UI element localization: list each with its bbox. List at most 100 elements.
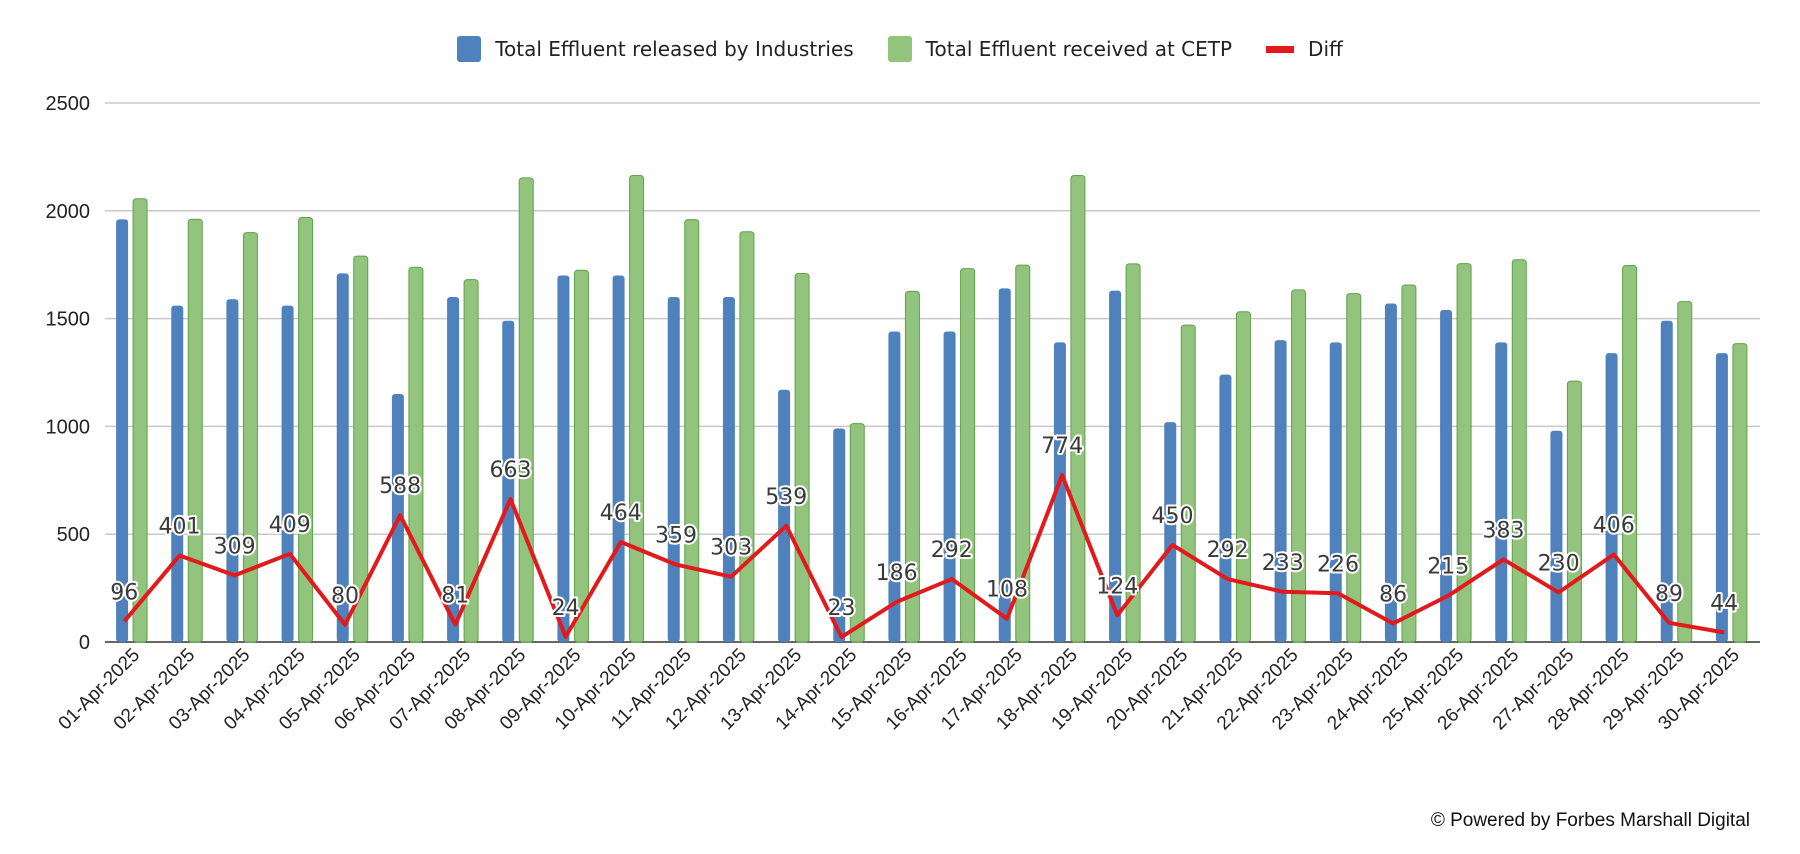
legend-swatch-cetp	[887, 36, 912, 62]
bar-industries	[502, 320, 515, 642]
y-tick-label: 1500	[46, 309, 91, 331]
bar-cetp	[1566, 380, 1582, 643]
diff-data-label: 89	[1655, 582, 1683, 607]
bar-industries	[116, 219, 129, 642]
bar-cetp	[573, 269, 589, 643]
bar-industries	[943, 331, 956, 642]
diff-data-label: 215	[1427, 555, 1469, 580]
bar-industries	[1440, 309, 1453, 642]
y-tick-label: 1000	[46, 416, 91, 438]
bar-industries	[667, 297, 680, 642]
y-tick-label: 2500	[46, 93, 91, 115]
bar-cetp	[242, 232, 258, 643]
diff-line	[122, 473, 1725, 640]
bar-cetp	[1677, 301, 1693, 643]
bar-cetp	[1511, 259, 1527, 643]
chart-legend: Total Effluent released by Industries To…	[0, 36, 1800, 62]
bar-industries	[171, 305, 184, 642]
bar-industries	[888, 331, 901, 642]
diff-data-label: 383	[1482, 518, 1524, 543]
diff-data-label: 309	[214, 534, 256, 559]
bar-industries	[1274, 340, 1287, 642]
bar-industries	[1660, 320, 1673, 642]
bar-industries	[1715, 353, 1728, 642]
bar-cetp	[1732, 343, 1748, 643]
y-tick-label: 500	[57, 524, 90, 546]
footer-credit: © Powered by Forbes Marshall Digital	[1430, 810, 1750, 831]
bar-cetp	[1125, 263, 1141, 643]
bar-industries	[1605, 353, 1618, 642]
legend-item-cetp[interactable]: Total Effluent received at CETP	[887, 36, 1233, 62]
diff-data-label: 774	[1041, 434, 1083, 459]
diff-data-label: 663	[489, 458, 531, 483]
legend-swatch-industries	[457, 36, 482, 62]
bar-industries	[1550, 430, 1563, 642]
bar-industries	[226, 299, 239, 642]
bar-cetp	[739, 231, 755, 643]
legend-swatch-diff	[1266, 45, 1295, 53]
diff-data-label: 539	[765, 485, 807, 510]
bar-industries	[1384, 303, 1397, 642]
diff-data-label: 24	[552, 596, 580, 621]
bar-cetp	[463, 279, 479, 643]
bar-cetp	[1622, 265, 1638, 643]
bar-industries	[1164, 422, 1177, 642]
bar-cetp	[408, 266, 424, 643]
bar-industries	[1109, 290, 1122, 642]
bar-industries	[336, 273, 349, 642]
diff-data-label: 124	[1096, 574, 1138, 599]
bar-cetp	[849, 423, 865, 643]
legend-label-cetp: Total Effluent received at CETP	[925, 37, 1233, 61]
bar-industries	[1495, 342, 1508, 642]
bar-cetp	[1015, 264, 1031, 643]
bar-industries	[281, 305, 294, 642]
y-tick-label: 2000	[46, 201, 91, 223]
bar-cetp	[904, 290, 920, 643]
bar-industries	[722, 297, 735, 642]
diff-data-label: 303	[710, 536, 752, 561]
bar-cetp	[187, 218, 203, 643]
bar-industries	[1219, 374, 1232, 642]
bar-cetp	[794, 273, 810, 643]
diff-data-label: 108	[986, 578, 1028, 603]
diff-data-label: 230	[1538, 551, 1580, 576]
diff-data-label: 450	[1151, 504, 1193, 529]
bar-cetp	[1291, 289, 1307, 643]
bar-industries	[833, 428, 846, 642]
bar-cetp	[298, 216, 314, 643]
diff-data-label: 96	[110, 580, 138, 605]
bar-cetp	[1180, 324, 1196, 643]
diff-data-label: 233	[1262, 551, 1304, 576]
bar-industries	[447, 297, 460, 642]
legend-label-diff: Diff	[1308, 37, 1343, 61]
bar-cetp	[1456, 263, 1472, 643]
diff-data-label: 186	[876, 561, 918, 586]
diff-data-label: 80	[331, 584, 359, 609]
bar-industries	[612, 275, 625, 642]
diff-data-label: 406	[1593, 513, 1635, 538]
diff-data-label: 359	[655, 524, 697, 549]
diff-data-label: 292	[1207, 538, 1249, 563]
diff-data-label: 401	[158, 515, 200, 540]
legend-item-diff[interactable]: Diff	[1266, 37, 1343, 61]
diff-data-label: 292	[931, 538, 973, 563]
bar-cetp	[1070, 174, 1086, 643]
y-tick-label: 0	[79, 632, 90, 654]
bar-industries	[557, 275, 570, 642]
bar-industries	[778, 389, 791, 642]
bar-industries	[1329, 342, 1342, 642]
bar-cetp	[960, 268, 976, 643]
bar-cetp	[1235, 311, 1251, 643]
diff-data-label: 226	[1317, 552, 1359, 577]
bar-industries	[1053, 342, 1066, 642]
bar-cetp	[684, 219, 700, 643]
bar-cetp	[1401, 284, 1417, 643]
bar-cetp	[132, 198, 148, 643]
bar-cetp	[629, 174, 645, 643]
diff-data-label: 44	[1710, 592, 1738, 617]
diff-data-label: 588	[379, 474, 421, 499]
bar-cetp	[518, 177, 534, 643]
legend-item-industries[interactable]: Total Effluent released by Industries	[457, 36, 854, 62]
diff-data-label: 86	[1379, 582, 1407, 607]
